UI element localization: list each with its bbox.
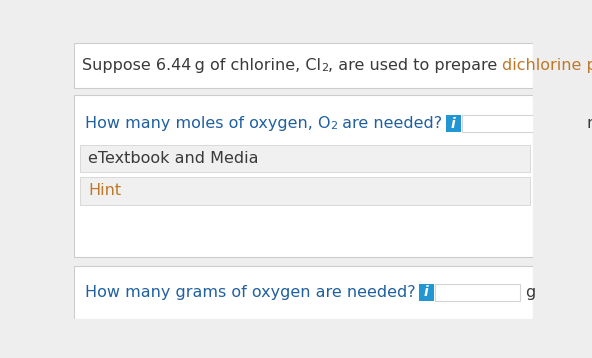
Text: 2: 2 xyxy=(330,121,337,131)
Bar xyxy=(80,145,530,172)
Text: How many grams of oxygen are needed?: How many grams of oxygen are needed? xyxy=(85,285,416,300)
Text: Suppose 6.44 g of chlorine, Cl: Suppose 6.44 g of chlorine, Cl xyxy=(82,58,321,73)
Text: , are used to prepare: , are used to prepare xyxy=(328,58,502,73)
Bar xyxy=(419,284,434,301)
Bar xyxy=(80,177,530,205)
Text: dichlorine pentoxide: dichlorine pentoxide xyxy=(502,58,592,73)
Text: i: i xyxy=(424,285,429,299)
Bar xyxy=(74,43,533,88)
Text: i: i xyxy=(451,117,456,131)
Text: mol: mol xyxy=(587,116,592,131)
Text: Hint: Hint xyxy=(88,183,121,198)
Bar xyxy=(462,115,582,132)
Text: eTextbook and Media: eTextbook and Media xyxy=(88,151,259,166)
Text: 2: 2 xyxy=(321,63,328,73)
Text: g: g xyxy=(525,285,535,300)
Bar xyxy=(74,266,533,319)
Bar xyxy=(74,95,533,257)
Bar xyxy=(435,284,520,301)
Text: How many moles of oxygen, O: How many moles of oxygen, O xyxy=(85,116,330,131)
Text: are needed?: are needed? xyxy=(337,116,443,131)
Bar xyxy=(446,115,461,132)
